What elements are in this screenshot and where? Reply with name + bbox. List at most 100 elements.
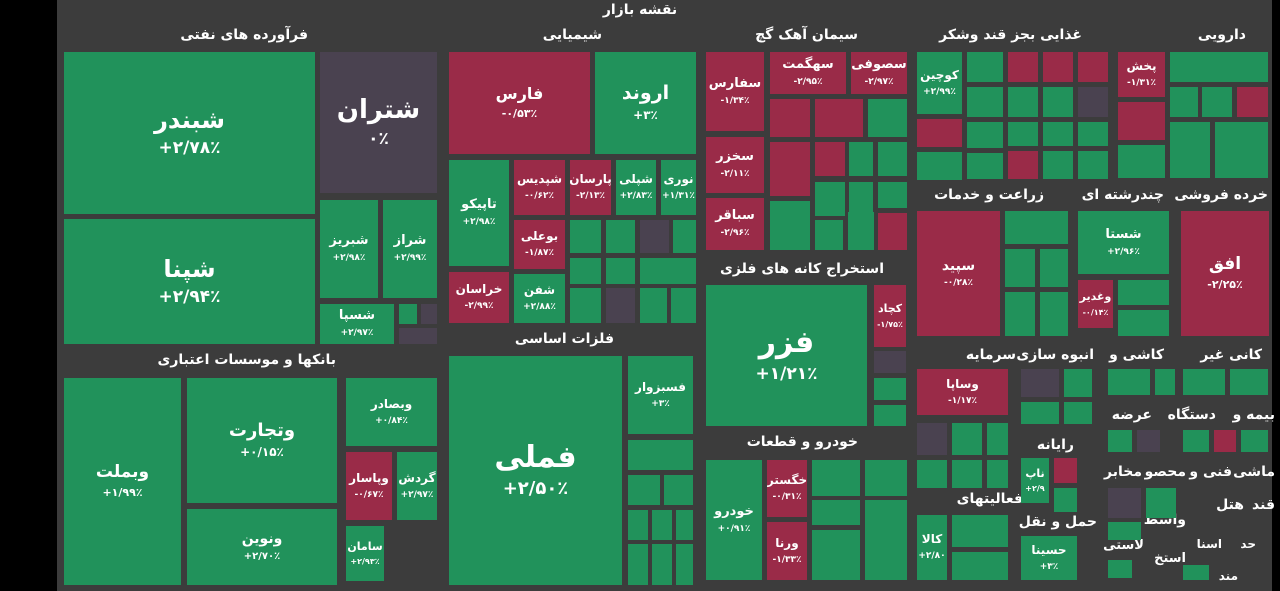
treemap-cell[interactable] xyxy=(1170,87,1198,117)
treemap-cell[interactable] xyxy=(628,475,660,505)
treemap-cell[interactable] xyxy=(849,142,873,176)
treemap-cell[interactable] xyxy=(1078,52,1108,82)
treemap-cell[interactable] xyxy=(987,423,1008,455)
tile-کوچین[interactable]: کوچین +۲/۹۹٪ xyxy=(917,52,962,114)
treemap-cell[interactable] xyxy=(1170,122,1210,178)
treemap-cell[interactable] xyxy=(570,288,601,323)
treemap-cell[interactable] xyxy=(1005,249,1035,287)
tile-سفارس[interactable]: سفارس -۱/۳۴٪ xyxy=(706,52,764,131)
treemap-cell[interactable] xyxy=(1230,369,1268,395)
treemap-cell[interactable] xyxy=(1215,122,1268,178)
treemap-cell[interactable] xyxy=(812,460,860,496)
tile-فملی[interactable]: فملی +۲/۵۰٪ xyxy=(449,356,622,585)
treemap-cell[interactable] xyxy=(878,182,907,208)
treemap-cell[interactable] xyxy=(1183,565,1209,580)
treemap-cell[interactable] xyxy=(676,544,693,585)
tile-فسبزوار[interactable]: فسبزوار +۳٪ xyxy=(628,356,693,434)
tile-وبصادر[interactable]: وبصادر +۰/۸۴٪ xyxy=(346,378,437,446)
treemap-cell[interactable] xyxy=(952,552,1008,580)
treemap-cell[interactable] xyxy=(878,213,907,250)
treemap-cell[interactable] xyxy=(1021,402,1059,424)
treemap-cell[interactable] xyxy=(848,212,874,250)
treemap-cell[interactable] xyxy=(812,500,860,525)
treemap-cell[interactable] xyxy=(1021,369,1059,397)
treemap-cell[interactable] xyxy=(917,423,947,455)
treemap-cell[interactable] xyxy=(770,99,810,137)
treemap-cell[interactable] xyxy=(399,328,437,344)
tile-وبملت[interactable]: وبملت +۱/۹۹٪ xyxy=(64,378,181,585)
treemap-cell[interactable] xyxy=(1064,369,1092,397)
tile-ونوین[interactable]: ونوین +۲/۷۰٪ xyxy=(187,509,337,585)
treemap-cell[interactable] xyxy=(671,288,696,323)
treemap-cell[interactable] xyxy=(1237,87,1268,117)
treemap-cell[interactable] xyxy=(1078,151,1108,179)
tile-ورنا[interactable]: ورنا -۱/۳۳٪ xyxy=(767,522,807,580)
tile-سامان[interactable]: سامان +۲/۹۳٪ xyxy=(346,526,384,581)
treemap-cell[interactable] xyxy=(1108,522,1141,540)
tile-شفن[interactable]: شفن +۲/۸۸٪ xyxy=(514,274,565,323)
treemap-cell[interactable] xyxy=(1183,430,1209,452)
treemap-cell[interactable] xyxy=(640,220,669,253)
treemap-cell[interactable] xyxy=(917,460,947,488)
treemap-cell[interactable] xyxy=(570,258,601,284)
treemap-cell[interactable] xyxy=(967,153,1003,179)
treemap-cell[interactable] xyxy=(628,510,648,540)
tile-خودرو[interactable]: خودرو +۰/۹۱٪ xyxy=(706,460,762,580)
treemap-cell[interactable] xyxy=(673,220,696,253)
treemap-cell[interactable] xyxy=(628,544,648,585)
treemap-cell[interactable] xyxy=(874,351,906,373)
tile-افق[interactable]: افق -۲/۲۵٪ xyxy=(1181,211,1269,336)
tile-سصوفی[interactable]: سصوفی -۲/۹۷٪ xyxy=(851,52,907,94)
treemap-cell[interactable] xyxy=(865,500,907,580)
treemap-cell[interactable] xyxy=(1005,211,1068,244)
tile-کالا[interactable]: کالا +۲/۸۰ xyxy=(917,515,947,580)
treemap-cell[interactable] xyxy=(1241,430,1268,452)
treemap-cell[interactable] xyxy=(917,119,962,147)
treemap-cell[interactable] xyxy=(1043,87,1073,117)
treemap-cell[interactable] xyxy=(1146,488,1176,518)
treemap-cell[interactable] xyxy=(1202,87,1232,117)
treemap-cell[interactable] xyxy=(1040,249,1068,287)
treemap-cell[interactable] xyxy=(652,544,672,585)
tile-حسینا[interactable]: حسینا +۳٪ xyxy=(1021,536,1077,580)
treemap-cell[interactable] xyxy=(1008,122,1038,146)
treemap-cell[interactable] xyxy=(815,142,845,176)
tile-شتران[interactable]: شتران ۰٪ xyxy=(320,52,437,193)
tile-خگستر[interactable]: خگستر -۰/۳۱٪ xyxy=(767,460,807,517)
tile-گردش[interactable]: گردش +۲/۹۷٪ xyxy=(397,452,437,520)
treemap-cell[interactable] xyxy=(570,220,601,253)
tile-شپدیس[interactable]: شپدیس -۰/۶۲٪ xyxy=(514,160,565,215)
tile-فزر[interactable]: فزر +۱/۲۱٪ xyxy=(706,285,867,426)
tile-کچاد[interactable]: کچاد -۱/۷۵٪ xyxy=(874,285,906,347)
treemap-cell[interactable] xyxy=(640,288,667,323)
treemap-cell[interactable] xyxy=(1078,87,1108,117)
treemap-cell[interactable] xyxy=(1008,52,1038,82)
treemap-cell[interactable] xyxy=(1005,292,1035,336)
treemap-cell[interactable] xyxy=(1118,280,1169,305)
tile-شبریز[interactable]: شبریز +۲/۹۸٪ xyxy=(320,200,378,298)
treemap-cell[interactable] xyxy=(676,510,693,540)
treemap-cell[interactable] xyxy=(640,258,696,284)
tile-سهگمت[interactable]: سهگمت -۲/۹۵٪ xyxy=(770,52,846,94)
treemap-cell[interactable] xyxy=(1108,488,1141,518)
treemap-cell[interactable] xyxy=(1155,369,1175,395)
tile-وغدیر[interactable]: وغدیر -۰/۱۴٪ xyxy=(1078,280,1113,328)
treemap-cell[interactable] xyxy=(1183,369,1225,395)
tile-سخزر[interactable]: سخزر -۲/۱۱٪ xyxy=(706,137,764,193)
tile-سپید[interactable]: سپید -۰/۲۸٪ xyxy=(917,211,1000,336)
tile-شسپا[interactable]: شسپا +۲/۹۷٪ xyxy=(320,304,394,344)
treemap-cell[interactable] xyxy=(399,304,417,324)
treemap-cell[interactable] xyxy=(1064,402,1092,424)
treemap-cell[interactable] xyxy=(1118,145,1165,178)
tile-ناپ[interactable]: ناپ +۲/۹ xyxy=(1021,458,1049,503)
treemap-cell[interactable] xyxy=(1108,369,1150,395)
treemap-cell[interactable] xyxy=(815,220,843,250)
treemap-cell[interactable] xyxy=(1078,122,1108,146)
treemap-cell[interactable] xyxy=(967,87,1003,117)
treemap-cell[interactable] xyxy=(606,288,635,323)
treemap-cell[interactable] xyxy=(874,378,906,400)
treemap-cell[interactable] xyxy=(1008,151,1038,179)
tile-وساپا[interactable]: وساپا -۱/۱۷٪ xyxy=(917,369,1008,415)
treemap-cell[interactable] xyxy=(770,142,810,196)
tile-تاپیکو[interactable]: تاپیکو +۲/۹۸٪ xyxy=(449,160,509,266)
